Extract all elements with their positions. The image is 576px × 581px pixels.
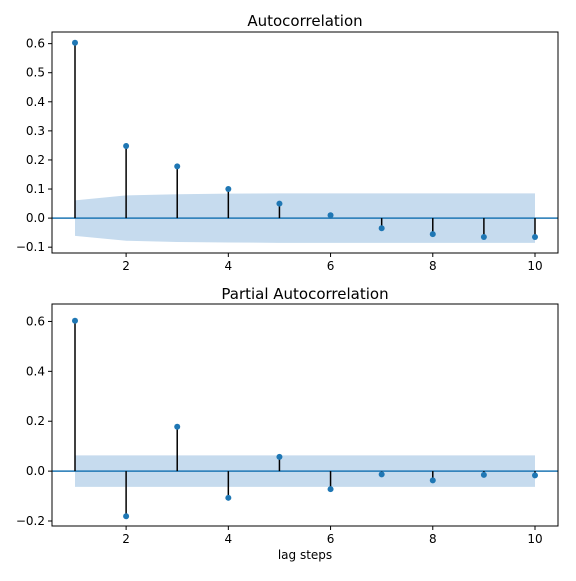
autocorrelation-plot-area: 2 4 6 8 10 −0.1 0.0 0.1 0.2 0.3 0.4 0.5 0.6 xyxy=(16,31,559,273)
pacf-ytick-label-2: 0.2 xyxy=(26,414,45,428)
x-axis-label: lag steps xyxy=(278,548,332,562)
partial-autocorrelation-title: Partial Autocorrelation xyxy=(221,285,388,303)
acf-point-lag-8 xyxy=(429,231,436,238)
pacf-point-lag-5 xyxy=(276,453,283,460)
pacf-xtick-label-6: 6 xyxy=(327,532,335,546)
pacf-ytick-label-0: −0.2 xyxy=(16,514,45,528)
acf-point-lag-5 xyxy=(276,200,283,207)
pacf-axes-frame xyxy=(51,303,559,527)
partial-autocorrelation-plot-area: 2 4 6 8 10 −0.2 0.0 0.2 0.4 0.6 xyxy=(16,303,559,546)
acf-ytick-label-1: 0.0 xyxy=(26,211,45,225)
acf-xtick-label-8: 8 xyxy=(429,259,437,273)
pacf-point-lag-8 xyxy=(429,477,436,484)
pacf-point-lag-2 xyxy=(123,513,130,520)
acf-axes-frame xyxy=(51,31,559,254)
acf-point-lag-9 xyxy=(480,234,487,241)
acf-xtick-label-10: 10 xyxy=(527,259,542,273)
acf-ytick-label-5: 0.4 xyxy=(26,95,45,109)
pacf-point-lag-9 xyxy=(480,471,487,478)
pacf-xtick-label-2: 2 xyxy=(122,532,130,546)
acf-xtick-label-2: 2 xyxy=(122,259,130,273)
partial-autocorrelation-panel: Partial Autocorrelation 2 4 6 8 10 −0.2 0.0 0.2… xyxy=(16,285,559,546)
pacf-point-lag-10 xyxy=(532,472,538,479)
autocorrelation-panel: Autocorrelation 2 4 6 8 10 −0.1 0.0 0.1 0.2 0.3 0.… xyxy=(16,12,559,273)
pacf-point-lag-1 xyxy=(72,317,78,324)
acf-point-lag-6 xyxy=(327,212,334,219)
pacf-point-lag-4 xyxy=(225,494,232,501)
pacf-ytick-label-4: 0.6 xyxy=(26,314,45,328)
acf-xtick-label-4: 4 xyxy=(225,259,233,273)
acf-point-lag-2 xyxy=(123,142,130,149)
pacf-point-lag-6 xyxy=(327,486,334,493)
pacf-point-lag-7 xyxy=(378,471,385,478)
acf-xtick-label-6: 6 xyxy=(327,259,335,273)
acf-point-lag-1 xyxy=(72,39,78,46)
autocorrelation-title: Autocorrelation xyxy=(247,12,362,30)
acf-ytick-label-4: 0.3 xyxy=(26,124,45,138)
acf-point-lag-3 xyxy=(174,163,181,170)
acf-point-lag-10 xyxy=(532,234,538,241)
acf-ytick-label-3: 0.2 xyxy=(26,153,45,167)
acf-ytick-label-0: −0.1 xyxy=(16,240,45,254)
pacf-ytick-label-3: 0.4 xyxy=(26,364,45,378)
pacf-xtick-label-4: 4 xyxy=(225,532,233,546)
pacf-ytick-label-1: 0.0 xyxy=(26,464,45,478)
pacf-xtick-label-10: 10 xyxy=(527,532,542,546)
pacf-point-lag-3 xyxy=(174,423,181,430)
acf-ytick-label-2: 0.1 xyxy=(26,182,45,196)
acf-point-lag-7 xyxy=(378,225,385,232)
acf-ytick-label-7: 0.6 xyxy=(26,37,45,51)
acf-ytick-label-6: 0.5 xyxy=(26,66,45,80)
pacf-xtick-label-8: 8 xyxy=(429,532,437,546)
acf-point-lag-4 xyxy=(225,186,232,193)
